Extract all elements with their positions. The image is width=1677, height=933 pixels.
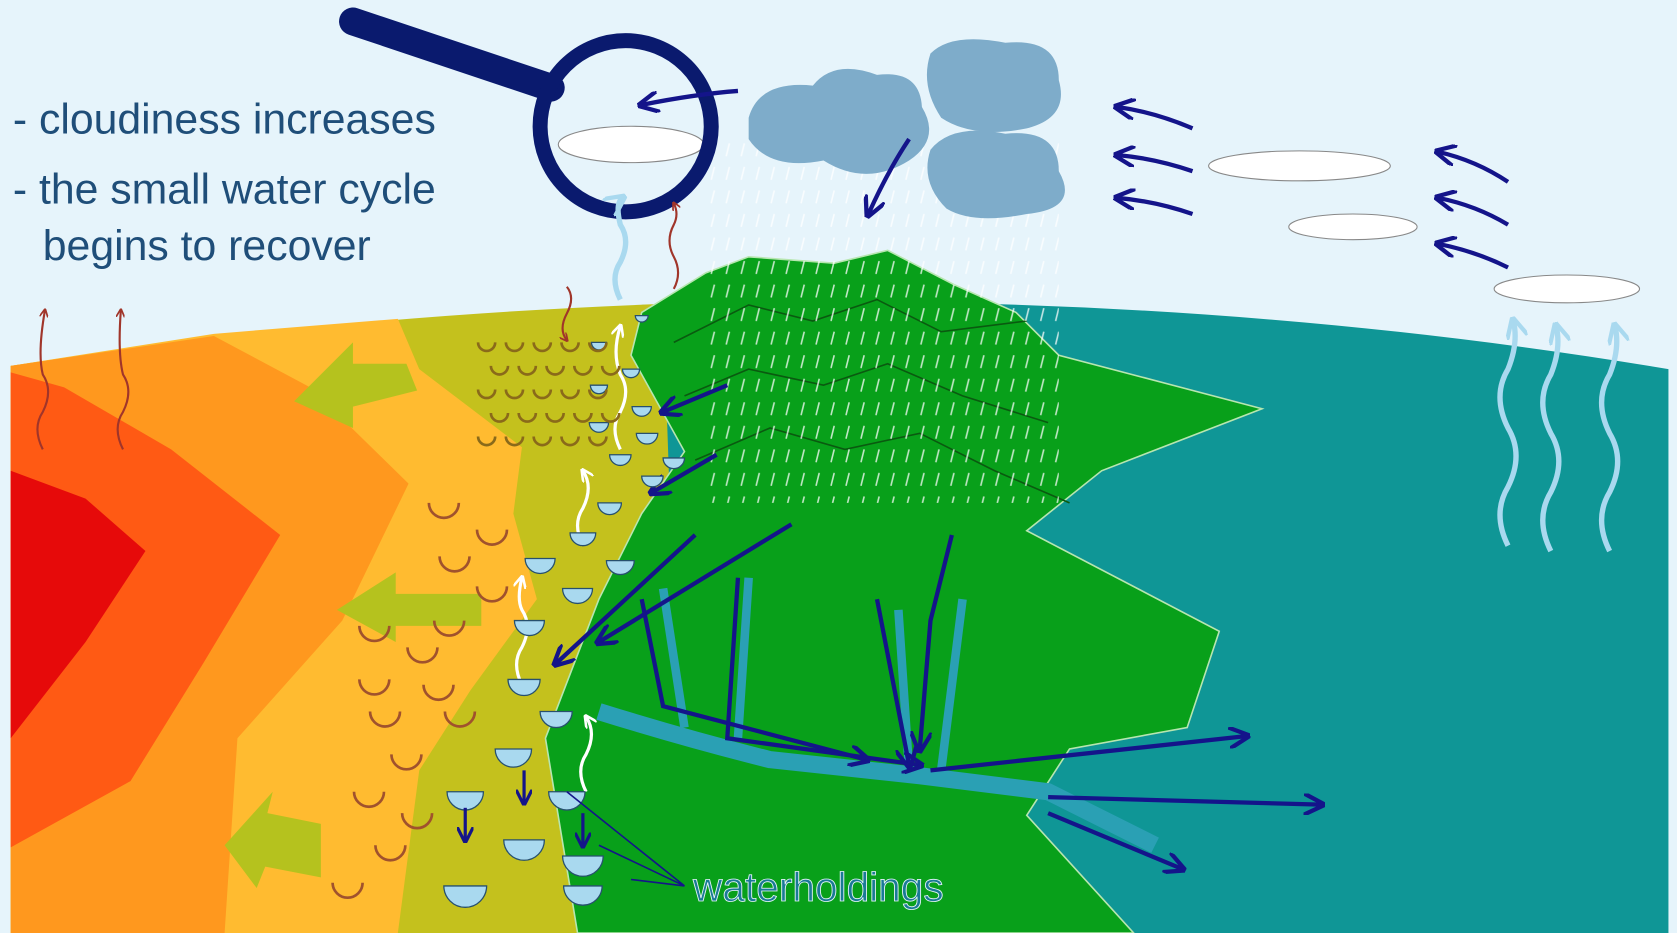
waterholding xyxy=(634,314,649,323)
depression xyxy=(358,679,391,696)
depression xyxy=(504,436,525,447)
rain-cloud xyxy=(748,68,930,174)
depression xyxy=(587,342,608,353)
land-red xyxy=(10,470,146,739)
waterholding xyxy=(588,421,610,433)
waterholding xyxy=(631,405,652,417)
waterholding xyxy=(662,457,686,470)
waterholding xyxy=(569,532,597,547)
depression xyxy=(504,389,525,400)
depression xyxy=(545,365,565,376)
depression xyxy=(504,342,525,353)
depression xyxy=(475,586,509,603)
depression xyxy=(560,342,580,353)
note: - cloudiness increases xyxy=(13,96,436,144)
depression xyxy=(587,389,608,400)
depression xyxy=(476,436,497,447)
depression xyxy=(489,365,510,376)
waterholding xyxy=(548,791,586,811)
depression xyxy=(427,502,461,520)
waterholding xyxy=(507,678,541,697)
depression xyxy=(532,436,553,447)
waterholding xyxy=(446,791,485,811)
depression xyxy=(517,365,538,376)
depression xyxy=(476,389,497,400)
white-cloud xyxy=(1208,150,1391,182)
waterholding xyxy=(503,839,546,861)
depression xyxy=(587,436,608,447)
magnifier-handle xyxy=(339,7,565,102)
rain-cloud xyxy=(927,130,1065,219)
land-red-orange xyxy=(10,372,281,848)
waterholding xyxy=(539,710,573,729)
depression xyxy=(532,389,553,400)
depression xyxy=(331,882,364,899)
depression xyxy=(432,620,466,637)
white-cloud xyxy=(1288,213,1418,241)
waterholding xyxy=(597,502,623,516)
waterholding xyxy=(524,557,556,575)
depression xyxy=(406,647,439,664)
white-cloud xyxy=(1493,274,1641,304)
label-leaders xyxy=(566,791,685,887)
depression xyxy=(517,412,538,423)
depression xyxy=(400,813,434,830)
depression xyxy=(545,412,565,423)
evaporation xyxy=(615,198,1618,553)
depression xyxy=(560,389,580,400)
depression xyxy=(532,342,553,353)
depression xyxy=(422,684,455,702)
river xyxy=(596,703,1159,853)
depression xyxy=(443,711,477,728)
waterholding xyxy=(608,454,632,466)
depression xyxy=(475,529,509,546)
waterholding xyxy=(443,885,488,908)
waterholding xyxy=(513,619,546,637)
rain-cloud xyxy=(926,39,1061,132)
wind-arrows xyxy=(556,88,1510,869)
note: - the small water cycle xyxy=(13,165,436,213)
note: begins to recover xyxy=(43,222,371,270)
waterholding xyxy=(635,432,659,445)
depression xyxy=(368,711,402,728)
waterholding xyxy=(561,587,594,605)
depression xyxy=(572,412,593,423)
waterholding xyxy=(641,475,664,488)
depression xyxy=(352,791,386,809)
depression xyxy=(600,365,621,376)
depression xyxy=(489,412,510,423)
push-arrows xyxy=(224,342,482,889)
waterholding xyxy=(561,855,604,877)
depression xyxy=(358,625,391,643)
depression xyxy=(438,556,471,573)
depression xyxy=(572,365,593,376)
waterholding xyxy=(494,748,533,768)
heat xyxy=(36,203,678,450)
tributary xyxy=(658,577,967,771)
waterholding xyxy=(621,368,641,379)
depression xyxy=(374,845,407,862)
waterholding xyxy=(605,560,635,576)
waterholding xyxy=(589,384,609,395)
waterholdings-label: waterholdings xyxy=(692,864,944,910)
white-cloud xyxy=(557,125,705,164)
depression xyxy=(600,412,621,423)
depression xyxy=(390,754,423,771)
waterholdings-group xyxy=(331,314,686,908)
depression xyxy=(476,342,497,353)
depression xyxy=(560,436,580,447)
waterholding xyxy=(562,885,603,906)
